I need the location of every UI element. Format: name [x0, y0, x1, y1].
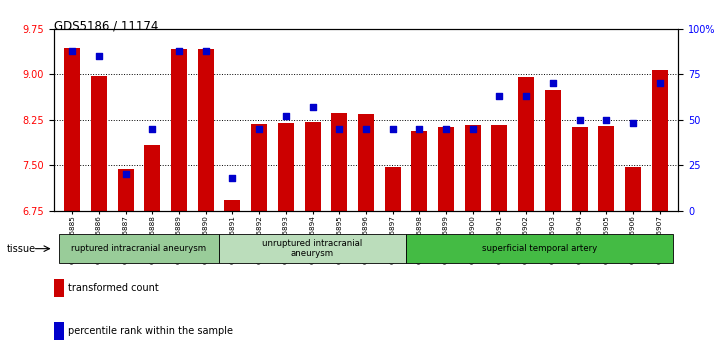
Point — [307, 104, 318, 110]
FancyBboxPatch shape — [59, 234, 219, 264]
Point — [120, 171, 131, 177]
FancyBboxPatch shape — [219, 234, 406, 264]
Text: transformed count: transformed count — [68, 283, 159, 293]
Bar — [491, 125, 508, 211]
Bar — [385, 167, 401, 211]
Point — [253, 126, 265, 132]
Point — [200, 48, 211, 54]
Bar — [598, 126, 614, 211]
Bar — [465, 125, 481, 211]
Text: unruptured intracranial
aneurysm: unruptured intracranial aneurysm — [263, 239, 363, 258]
Point — [574, 117, 585, 123]
Bar — [64, 48, 80, 211]
Text: ruptured intracranial aneurysm: ruptured intracranial aneurysm — [71, 244, 206, 253]
Point — [146, 126, 158, 132]
Point — [333, 126, 345, 132]
Bar — [438, 127, 454, 211]
Point — [387, 126, 398, 132]
Bar — [652, 70, 668, 211]
Point — [627, 121, 638, 126]
Point — [174, 48, 185, 54]
Text: tissue: tissue — [7, 244, 36, 254]
Point — [654, 81, 665, 86]
Point — [467, 126, 478, 132]
Point — [280, 113, 291, 119]
Bar — [518, 77, 534, 211]
Bar — [571, 127, 588, 211]
Point — [227, 175, 238, 181]
Bar — [545, 90, 560, 211]
Point — [547, 81, 558, 86]
Bar — [144, 145, 161, 211]
Point — [361, 126, 372, 132]
Bar — [358, 114, 374, 211]
Bar — [331, 113, 347, 211]
Bar — [411, 131, 428, 211]
Bar — [251, 124, 267, 211]
Point — [600, 117, 612, 123]
Point — [493, 93, 505, 99]
Point — [66, 48, 78, 54]
Bar — [224, 200, 241, 211]
Text: percentile rank within the sample: percentile rank within the sample — [68, 326, 233, 337]
Bar — [118, 169, 134, 211]
Point — [94, 53, 105, 59]
Bar — [198, 49, 213, 211]
Bar — [304, 122, 321, 211]
Point — [521, 93, 532, 99]
Text: superficial temporal artery: superficial temporal artery — [482, 244, 597, 253]
Bar — [278, 123, 294, 211]
Point — [413, 126, 425, 132]
Bar — [91, 76, 107, 211]
FancyBboxPatch shape — [406, 234, 673, 264]
Bar — [625, 167, 641, 211]
Bar — [171, 49, 187, 211]
Point — [441, 126, 452, 132]
Text: GDS5186 / 11174: GDS5186 / 11174 — [54, 20, 158, 33]
